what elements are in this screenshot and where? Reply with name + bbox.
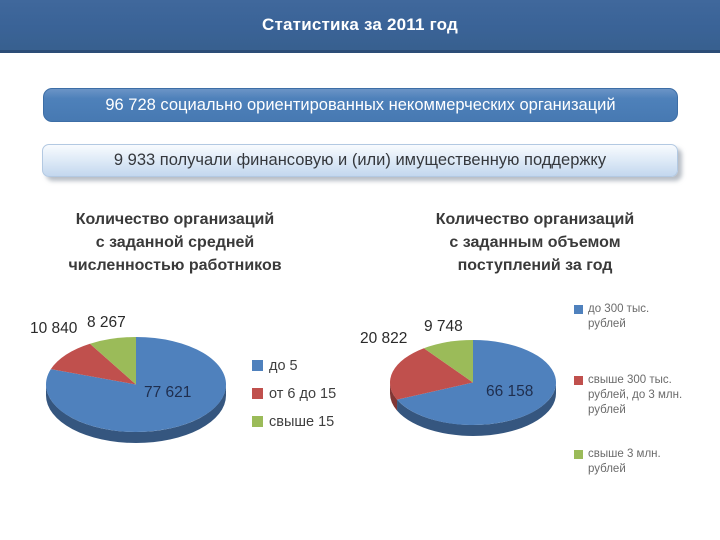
legend-item: свыше 3 млн. рублей bbox=[574, 447, 684, 477]
legend-label: до 5 bbox=[269, 357, 298, 374]
legend-workers: до 5 от 6 до 15 свыше 15 bbox=[252, 356, 336, 440]
legend-label: от 6 до 15 bbox=[269, 385, 337, 402]
pie-slice bbox=[89, 337, 136, 385]
legend-item: до 5 bbox=[252, 356, 336, 375]
legend-label: свыше 300 тыс. рублей, до 3 млн. рублей bbox=[588, 374, 683, 416]
stat-banner-secondary: 9 933 получали финансовую и (или) имущес… bbox=[42, 144, 678, 177]
pie-slice bbox=[50, 343, 136, 385]
legend-item: до 300 тыс. рублей bbox=[574, 302, 684, 332]
pie-slice bbox=[46, 337, 227, 432]
legend-label: свыше 3 млн. рублей bbox=[588, 448, 661, 475]
stat-banner-primary: 96 728 социально ориентированных некомме… bbox=[43, 88, 678, 122]
pie-slice-label: 20 822 bbox=[360, 330, 408, 347]
pie-slice-label: 77 621 bbox=[144, 384, 192, 401]
legend-label: свыше 15 bbox=[269, 413, 335, 430]
pie-slice bbox=[46, 384, 226, 443]
pie-slice bbox=[390, 348, 473, 400]
legend-swatch-green bbox=[252, 416, 263, 427]
pie-chart-income bbox=[390, 340, 556, 437]
pie-slice bbox=[423, 340, 473, 383]
legend-item: свыше 300 тыс. рублей, до 3 млн. рублей bbox=[574, 373, 684, 418]
pie-slice-label: 9 748 bbox=[424, 318, 463, 335]
title-bar: Статистика за 2011 год bbox=[0, 0, 720, 53]
chart-title-left: Количество организаций с заданной средне… bbox=[68, 211, 282, 274]
pie-slice bbox=[397, 340, 556, 425]
legend-swatch-blue bbox=[252, 360, 263, 371]
pie-slice-label: 8 267 bbox=[87, 314, 126, 331]
legend-item: от 6 до 15 bbox=[252, 384, 336, 403]
chart-title-right: Количество организаций с заданным объемо… bbox=[435, 211, 635, 274]
legend-item: свыше 15 bbox=[252, 412, 336, 431]
pie-chart-workers bbox=[46, 337, 227, 443]
legend-swatch-blue bbox=[574, 305, 583, 314]
pie-slice bbox=[390, 382, 398, 411]
legend-swatch-red bbox=[252, 388, 263, 399]
slide-title: Статистика за 2011 год bbox=[262, 15, 458, 34]
legend-label: до 300 тыс. рублей bbox=[588, 303, 650, 330]
legend-swatch-red bbox=[574, 376, 583, 385]
legend-swatch-green bbox=[574, 450, 583, 459]
pie-slice bbox=[397, 382, 556, 437]
pie-slice-label: 66 158 bbox=[486, 383, 534, 400]
pie-slice-label: 10 840 bbox=[30, 320, 78, 337]
